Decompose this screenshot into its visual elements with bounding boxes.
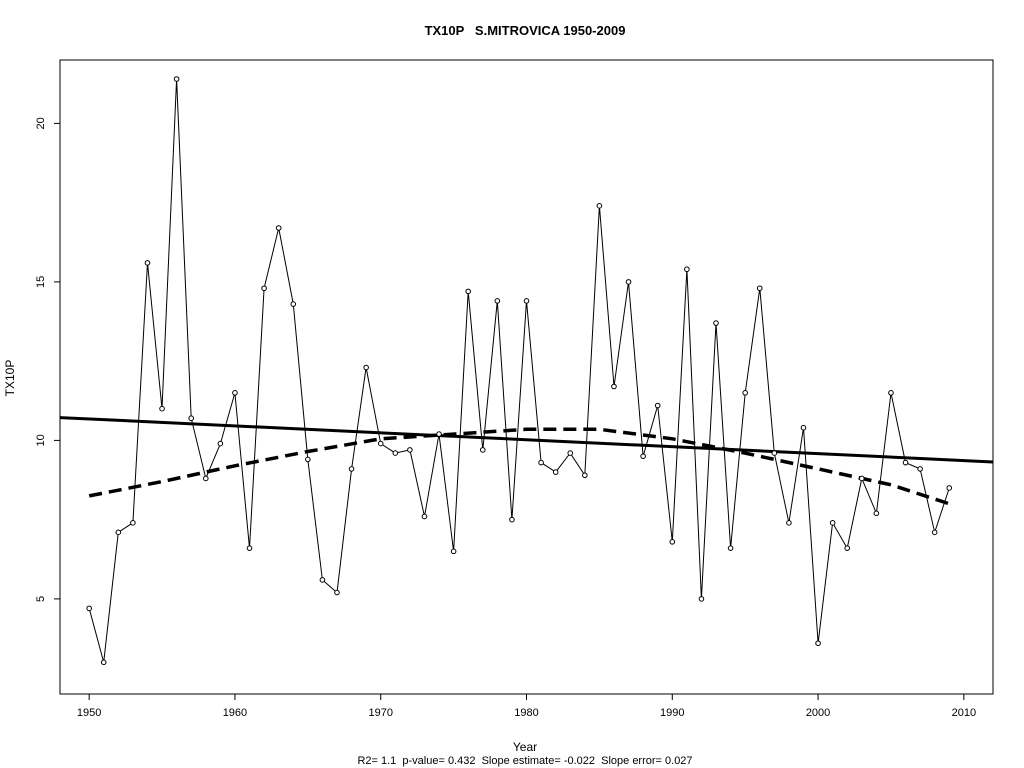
data-point (844, 545, 851, 551)
regression-stats: R2= 1.1 p-value= 0.432 Slope estimate= -… (357, 755, 693, 767)
data-point (582, 472, 588, 479)
data-point (377, 440, 384, 447)
data-point (713, 320, 719, 326)
data-point (684, 266, 690, 273)
data-point (188, 415, 195, 422)
data-point (742, 390, 748, 396)
data-point (348, 466, 355, 472)
data-point (946, 485, 953, 491)
data-point (392, 450, 399, 456)
data-point (625, 279, 632, 285)
chart-marks (60, 76, 993, 666)
x-tick-label: 2010 (952, 707, 976, 719)
y-tick-label: 5 (35, 596, 47, 602)
data-point (173, 76, 180, 82)
y-tick-label: 10 (35, 434, 47, 446)
data-point (552, 469, 559, 475)
data-point (130, 520, 136, 526)
x-tick-label: 1960 (223, 707, 247, 719)
data-point (159, 405, 165, 412)
data-point (334, 589, 340, 596)
data-point (596, 203, 603, 209)
data-point (479, 447, 486, 453)
x-axis-label: Year (512, 740, 538, 754)
data-point (611, 383, 617, 390)
data-point (290, 301, 297, 307)
data-point (931, 529, 938, 536)
plot-frame (59, 59, 994, 695)
data-point (319, 577, 326, 583)
y-tick-label: 15 (35, 276, 47, 288)
data-point (305, 456, 311, 463)
data-point (669, 539, 676, 545)
data-point (275, 225, 282, 231)
data-point (261, 285, 267, 292)
data-point (465, 288, 471, 295)
x-tick-label: 1980 (514, 707, 538, 719)
data-point (232, 390, 238, 396)
data-point (202, 475, 209, 482)
data-point (698, 596, 705, 602)
x-tick-label: 2000 (806, 707, 830, 719)
data-point (858, 475, 865, 482)
data-point (100, 659, 107, 666)
data-point (654, 402, 661, 409)
data-point (86, 605, 92, 612)
series-line (88, 78, 950, 663)
data-point (407, 447, 413, 453)
data-point (363, 364, 369, 371)
data-point (217, 440, 224, 447)
data-point (727, 545, 734, 551)
data-point (494, 298, 501, 304)
data-point (523, 298, 530, 304)
data-point (421, 513, 428, 520)
data-point (815, 640, 821, 647)
x-tick-label: 1950 (77, 707, 101, 719)
data-point (567, 450, 574, 456)
x-tick-label: 1970 (368, 707, 392, 719)
data-point (829, 520, 836, 526)
data-point (436, 431, 442, 437)
data-point (509, 516, 515, 523)
data-point (450, 548, 457, 555)
data-point (756, 285, 763, 292)
axes: 1950 1960 1970 1980 1990 2000 2010 5 10 15 20 (35, 117, 976, 719)
y-tick-label: 20 (35, 117, 47, 129)
linear-trend-line (60, 416, 993, 464)
data-point (538, 459, 544, 466)
data-point (888, 390, 894, 396)
data-point (771, 450, 778, 456)
data-point (786, 520, 792, 526)
data-point (873, 510, 880, 517)
x-tick-label: 1990 (660, 707, 684, 719)
data-point (640, 453, 646, 460)
data-point (144, 260, 151, 266)
smoothed-trend-curve (88, 427, 950, 506)
data-point (902, 459, 909, 466)
data-point (115, 529, 122, 536)
data-point (917, 466, 923, 472)
data-point (246, 545, 253, 551)
data-point (800, 424, 807, 431)
chart-title: TX10P S.MITROVICA 1950-2009 (424, 23, 626, 38)
